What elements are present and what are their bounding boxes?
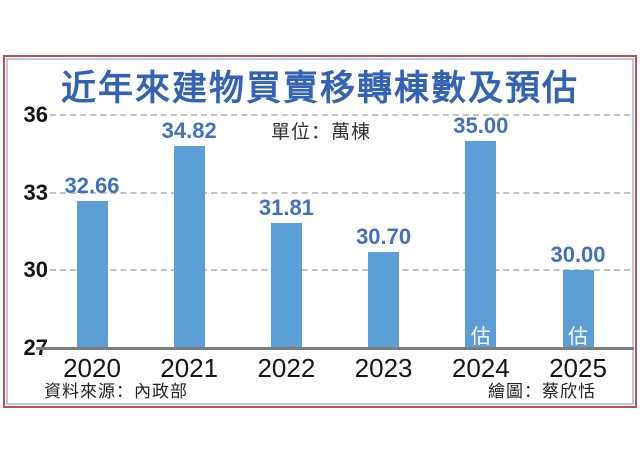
estimate-marker-2024: 估	[470, 326, 491, 348]
bar-2021	[173, 145, 205, 348]
gridline-36	[50, 114, 630, 116]
estimate-marker-2025: 估	[568, 326, 588, 348]
y-axis-tick-33: 33	[23, 179, 48, 205]
y-axis-tick-36: 36	[23, 102, 48, 127]
gridline-30	[50, 269, 630, 272]
chart-frame-border	[3, 55, 637, 408]
bar-value-label-2020: 32.66	[64, 173, 120, 199]
bar-2020	[76, 201, 108, 348]
x-axis-tick-2021: 2021	[160, 353, 219, 383]
bar-value-label-2023: 30.70	[356, 224, 412, 250]
x-axis-line	[36, 347, 634, 350]
bar-2023	[368, 252, 400, 348]
x-axis-tick-2022: 2022	[257, 353, 316, 383]
x-axis-tick-2023: 2023	[354, 353, 413, 383]
source-label: 資料來源：內政部	[44, 382, 188, 401]
bar-value-label-2024: 35.00	[453, 112, 509, 138]
chart-title: 近年來建物買賣移轉棟數及預估	[60, 69, 579, 108]
x-axis-tick-2025: 2025	[549, 353, 607, 383]
gridline-33	[50, 191, 630, 194]
x-axis-tick-2020: 2020	[63, 353, 121, 383]
bar-value-label-2025: 30.00	[550, 242, 606, 268]
bar-2024	[465, 140, 497, 348]
bar-2025	[562, 270, 594, 348]
bar-2022	[270, 223, 302, 348]
bar-value-label-2021: 34.82	[161, 117, 217, 143]
bar-value-label-2022: 31.81	[258, 195, 314, 221]
credit-label: 繪圖：蔡欣恬	[488, 382, 596, 401]
unit-label: 單位：萬棟	[271, 122, 372, 143]
y-axis-tick-30: 30	[23, 257, 48, 283]
chart-frame-inner-border	[6, 58, 634, 405]
x-axis-tick-2024: 2024	[451, 353, 510, 383]
